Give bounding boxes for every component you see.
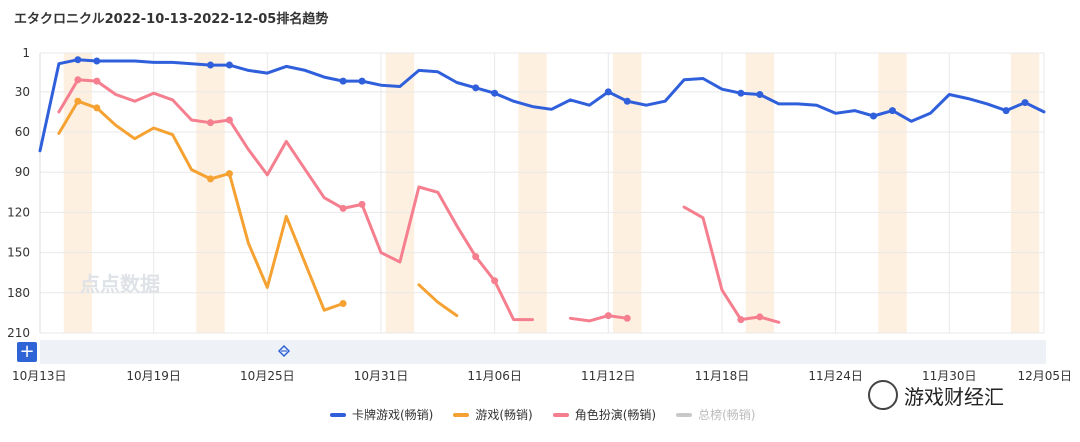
data-point bbox=[604, 88, 612, 96]
x-tick-label: 10月25日 bbox=[240, 369, 295, 383]
series-line bbox=[57, 99, 459, 318]
range-scrollbar[interactable] bbox=[40, 340, 1046, 364]
add-button[interactable]: + bbox=[17, 342, 37, 362]
legend-swatch bbox=[552, 412, 569, 417]
x-tick-label: 10月19日 bbox=[126, 369, 181, 383]
legend-item-overall[interactable]: 总榜(畅销) bbox=[676, 406, 756, 423]
wechat-icon bbox=[868, 380, 898, 410]
data-point bbox=[93, 77, 101, 85]
x-tick-label: 10月31日 bbox=[354, 369, 409, 383]
x-tick-label: 11月06日 bbox=[467, 369, 522, 383]
x-tick-label: 11月12日 bbox=[581, 369, 636, 383]
data-point bbox=[491, 277, 499, 285]
data-point bbox=[1021, 99, 1029, 107]
y-tick-label: 30 bbox=[15, 85, 30, 99]
legend-label: 游戏(畅销) bbox=[475, 408, 533, 422]
data-point bbox=[93, 104, 101, 112]
data-point bbox=[737, 89, 745, 97]
chart-legend: 卡牌游戏(畅销) 游戏(畅销) 角色扮演(畅销) 总榜(畅销) bbox=[330, 406, 756, 423]
watermark-text: 游戏财经汇 bbox=[904, 384, 1004, 409]
legend-swatch bbox=[676, 412, 693, 417]
data-point bbox=[206, 119, 214, 127]
x-tick-label: 10月13日 bbox=[12, 369, 67, 383]
data-point bbox=[225, 116, 233, 124]
grid-lines bbox=[39, 52, 1045, 334]
data-point bbox=[206, 61, 214, 69]
data-point bbox=[604, 312, 612, 320]
data-point bbox=[472, 84, 480, 92]
data-point bbox=[888, 107, 896, 115]
legend-item-rpg[interactable]: 角色扮演(畅销) bbox=[552, 406, 657, 423]
data-point bbox=[206, 175, 214, 183]
legend-item-game[interactable]: 游戏(畅销) bbox=[453, 406, 533, 423]
range-handle-icon[interactable] bbox=[277, 344, 291, 358]
data-point bbox=[472, 253, 480, 261]
x-tick-label: 11月30日 bbox=[922, 369, 977, 383]
legend-swatch bbox=[453, 412, 470, 417]
data-point bbox=[756, 313, 764, 321]
legend-swatch bbox=[330, 412, 346, 417]
highlight-band bbox=[518, 53, 547, 333]
y-axis-ticks: 1 30 60 90 120 150 180 210 bbox=[7, 46, 30, 340]
data-point bbox=[339, 300, 347, 308]
legend-item-card[interactable]: 卡牌游戏(畅销) bbox=[330, 406, 433, 423]
legend-label: 总榜(畅销) bbox=[698, 408, 756, 422]
y-tick-label: 150 bbox=[7, 246, 30, 260]
data-point bbox=[225, 61, 233, 69]
data-point bbox=[737, 316, 745, 324]
data-point bbox=[225, 170, 233, 178]
data-point bbox=[756, 91, 764, 99]
data-point bbox=[358, 200, 366, 208]
series-markers bbox=[74, 56, 1029, 324]
data-point bbox=[93, 57, 101, 65]
legend-label: 角色扮演(畅销) bbox=[574, 408, 657, 422]
data-point bbox=[870, 112, 878, 120]
data-point bbox=[623, 97, 631, 105]
x-tick-label: 11月24日 bbox=[808, 369, 863, 383]
y-tick-label: 210 bbox=[7, 326, 30, 340]
data-point bbox=[339, 77, 347, 85]
y-tick-label: 90 bbox=[15, 165, 30, 179]
highlight-band bbox=[878, 53, 907, 333]
legend-label: 卡牌游戏(畅销) bbox=[352, 408, 434, 422]
chart-title: エタクロニクル2022-10-13-2022-12-05排名趋势 bbox=[14, 12, 329, 27]
data-point bbox=[339, 204, 347, 212]
data-point bbox=[74, 76, 82, 84]
highlight-band bbox=[1010, 53, 1040, 333]
y-tick-label: 1 bbox=[22, 46, 30, 60]
x-axis-ticks: 10月13日 10月19日 10月25日 10月31日 11月06日 11月12日 11月1… bbox=[12, 369, 1072, 383]
y-tick-label: 60 bbox=[15, 125, 30, 139]
x-tick-label: 11月18日 bbox=[695, 369, 750, 383]
watermark: 游戏财经汇 bbox=[868, 380, 1004, 410]
data-point bbox=[358, 77, 366, 85]
data-point bbox=[74, 56, 82, 64]
data-point bbox=[491, 89, 499, 97]
y-tick-label: 120 bbox=[7, 205, 30, 219]
data-point bbox=[74, 97, 82, 105]
data-point bbox=[1002, 107, 1010, 115]
weekend-highlights bbox=[63, 53, 1040, 333]
data-point bbox=[623, 314, 631, 322]
x-tick-label: 12月05日 bbox=[1017, 369, 1072, 383]
y-tick-label: 180 bbox=[7, 286, 30, 300]
highlight-band bbox=[196, 53, 225, 333]
highlight-band bbox=[385, 53, 415, 333]
diandian-logo: 点点数据 bbox=[80, 272, 160, 296]
